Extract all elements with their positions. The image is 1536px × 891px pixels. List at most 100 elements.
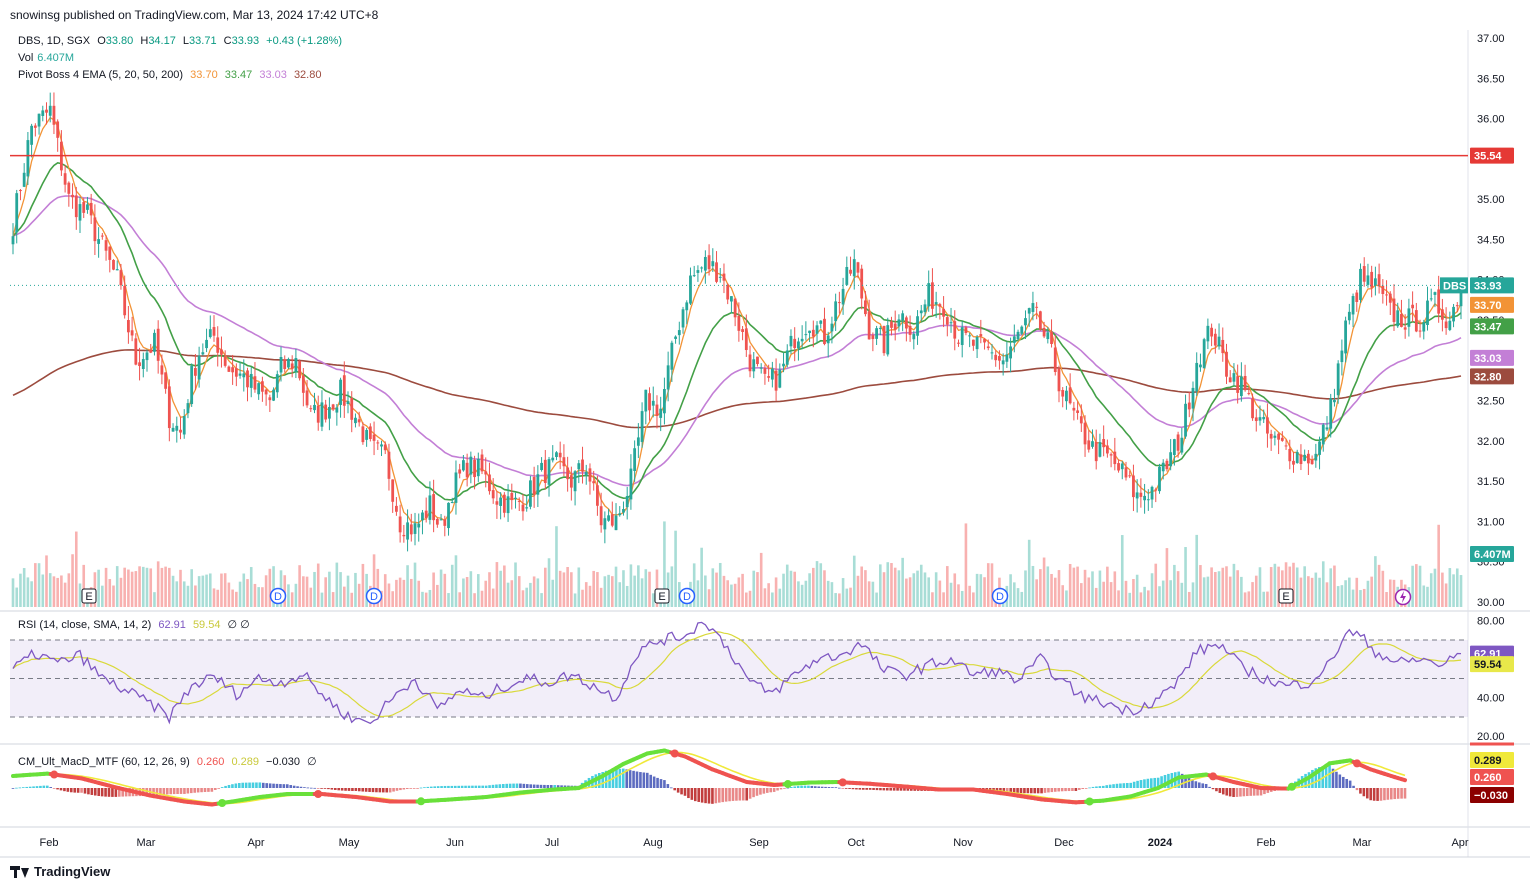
candle-body [1414, 310, 1418, 332]
macd-hist-bar [1122, 783, 1126, 788]
candle-body [744, 328, 748, 351]
volume-bar [424, 592, 428, 607]
macd-hist-bar [97, 788, 101, 796]
volume-bar [1068, 563, 1072, 607]
volume-bar [331, 592, 335, 607]
macd-cross-dot [417, 797, 425, 806]
candle-body [413, 523, 417, 534]
time-tick-label: Mar [1353, 837, 1372, 849]
candle-body [785, 350, 789, 365]
time-tick-label: Jul [545, 837, 559, 849]
candle-body [130, 330, 134, 336]
candle-body [253, 376, 257, 390]
volume-bar [1210, 567, 1213, 607]
candle-body [93, 217, 97, 242]
volume-bar [428, 589, 432, 607]
volume-bar [890, 563, 893, 607]
macd-hist-bar [800, 785, 803, 788]
candle-body [1109, 454, 1113, 456]
volume-bar [1161, 580, 1165, 607]
tradingview-brand[interactable]: TradingView [10, 864, 110, 879]
candle-body [1191, 387, 1195, 409]
candle-body [268, 397, 272, 401]
macd-hist-bar [285, 784, 289, 788]
volume-bar [298, 565, 301, 607]
macd-hist-bar [649, 774, 653, 788]
candle-body [361, 426, 365, 443]
volume-bar [1195, 534, 1199, 607]
macd-hist-bar [1201, 783, 1205, 788]
macd-hist-bar [347, 788, 351, 791]
ema-legend: Pivot Boss 4 EMA (5, 20, 50, 200) 33.70 … [18, 69, 322, 81]
macd-hist-bar [642, 772, 646, 788]
price-tick-label: 32.50 [1477, 396, 1505, 408]
dividend-marker: D [269, 587, 287, 605]
candle-body [242, 373, 246, 378]
macd-hist-bar [117, 788, 121, 797]
macd-hist-bar [1098, 786, 1102, 788]
macd-hist-bar [52, 788, 56, 789]
candle-body [1344, 320, 1348, 354]
candle-body [1325, 427, 1329, 430]
volume-bar [409, 578, 413, 607]
volume-bar [692, 563, 696, 607]
volume-bar [771, 592, 774, 607]
volume-bar [1143, 586, 1146, 607]
macd-hist-bar [303, 787, 306, 788]
candle-body [424, 510, 428, 519]
volume-bar [745, 592, 748, 607]
macd-hist-bar [1328, 765, 1331, 788]
volume-bar [305, 576, 309, 607]
candle-body [1239, 376, 1243, 397]
macd-hist-bar [1043, 788, 1047, 793]
macd-hist-bar [560, 785, 563, 788]
candle-body [923, 304, 927, 313]
candle-body [1333, 400, 1336, 403]
volume-bar [1154, 563, 1158, 607]
volume-bar [1046, 566, 1050, 607]
candle-body [279, 357, 283, 373]
volume-bar [953, 573, 957, 607]
volume-bar [1299, 577, 1303, 607]
volume-bar [946, 566, 949, 607]
volume-bar [588, 585, 592, 607]
macd-hist-bar [313, 787, 317, 789]
candle-body [1076, 410, 1079, 413]
volume-bar [283, 575, 287, 607]
candle-body [759, 367, 763, 369]
macd-hist-bar [1067, 788, 1071, 792]
volume-bar [391, 591, 394, 607]
candle-body [968, 335, 972, 337]
macd-hist-bar [1208, 786, 1211, 788]
candle-body [145, 352, 149, 361]
candle-body [491, 490, 495, 499]
candle-body [607, 515, 610, 521]
volume-bar [1426, 586, 1429, 607]
rsi-legend: RSI (14, close, SMA, 14, 2) 62.91 59.54 … [18, 619, 250, 631]
volume-bar [529, 582, 532, 607]
volume-bar [1374, 556, 1377, 607]
volume-bar [1102, 581, 1105, 607]
candle-body [1087, 440, 1091, 450]
macd-hist-bar [1026, 788, 1030, 794]
macd-hist-bar [556, 785, 560, 788]
svg-text:0.260: 0.260 [1474, 772, 1502, 784]
macd-hist-bar [752, 788, 755, 798]
volume-bar [1388, 579, 1392, 607]
candle-body [1444, 321, 1448, 329]
candle-body [543, 459, 547, 483]
macd-hist-bar [155, 788, 159, 796]
ema20-price-tag: 33.47 [1470, 318, 1514, 335]
volume-bar [1325, 582, 1329, 607]
macd-hist-bar [35, 786, 39, 788]
macd-hist-bar [189, 788, 193, 794]
volume-bar [823, 570, 826, 607]
volume-bar [1020, 591, 1024, 607]
candle-body [22, 172, 26, 187]
volume-bar [488, 572, 491, 607]
macd-hist-bar [351, 788, 354, 791]
macd-hist-bar [498, 784, 502, 788]
signal-legend-value: 0.289 [231, 756, 259, 768]
macd-hist-bar [203, 788, 207, 793]
candle-body [1277, 433, 1281, 440]
